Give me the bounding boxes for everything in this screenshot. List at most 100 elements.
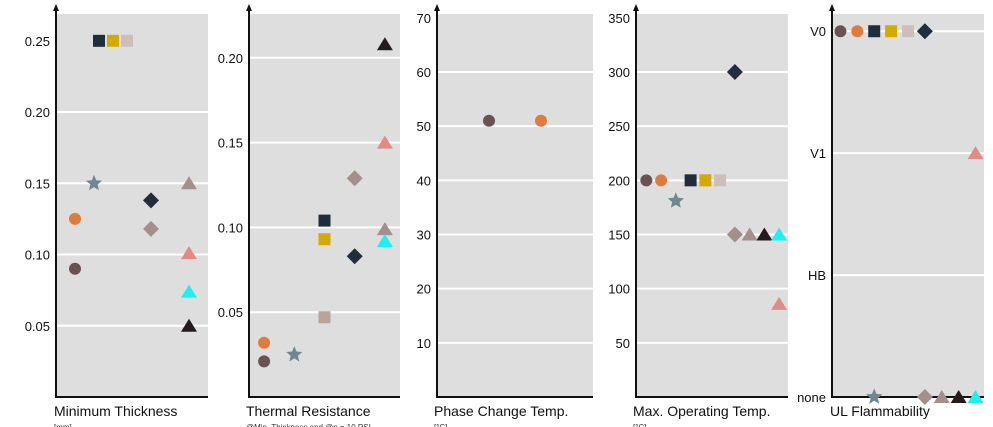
y-tick-label: 40 [417,173,431,188]
plot-background [636,14,788,397]
y-axis-arrow-icon [53,4,59,11]
data-point-diamond [726,226,743,243]
data-point-triangle [376,135,393,149]
x-axis-unit: @Min. Thickness and @p = 10 PSI [246,423,371,427]
data-point-square [714,174,727,187]
plot-background [832,14,984,397]
data-point-triangle [967,146,984,160]
data-point-triangle [376,222,393,236]
data-point-triangle [376,233,393,247]
y-axis-arrow-icon [246,4,252,11]
data-point-circle [258,336,271,349]
y-tick-label: 0.10 [25,248,50,263]
data-point-triangle [181,318,197,332]
data-point-diamond [346,248,363,265]
y-tick-label: 50 [616,336,630,351]
x-axis-label: Max. Operating Temp. [633,403,770,419]
data-point-triangle [741,227,758,241]
y-tick-label: 20 [417,282,431,297]
data-point-diamond [143,192,159,209]
y-tick-label: 0.25 [25,34,50,49]
data-point-triangle [771,296,788,310]
data-point-circle [258,355,271,368]
data-point-square [868,25,881,38]
data-point-circle [69,262,81,275]
y-tick-label: 300 [608,65,630,80]
data-point-triangle [967,390,984,403]
y-tick-label: 150 [608,227,630,242]
data-point-star [866,388,883,404]
data-point-diamond [346,170,363,187]
y-tick-label: 100 [608,282,630,297]
data-point-circle [655,174,668,187]
y-tick-label: 200 [608,173,630,188]
y-tick-label: 0.10 [218,220,243,235]
data-point-triangle [376,37,393,51]
y-tick-label: 0.05 [218,305,243,320]
data-point-triangle [181,176,197,190]
y-tick-label: V0 [810,24,826,39]
data-point-diamond [726,63,743,80]
y-tick-label: 350 [608,11,630,26]
data-point-circle [483,114,495,127]
chart-panel-1: 0.05 0.10 0.15 0.20 0.25 Minimum Thickness [mm… [25,4,208,427]
x-axis-label: Phase Change Temp. [434,403,568,419]
data-point-diamond [916,389,933,405]
data-point-square [318,233,331,246]
y-tick-label: 10 [417,336,431,351]
data-point-triangle [933,390,950,403]
x-axis-label: Minimum Thickness [54,403,177,419]
data-point-square [93,34,105,47]
plot-background [249,14,400,397]
x-axis-unit: [mm] [54,423,72,427]
y-tick-label: 30 [417,227,431,242]
x-axis-label: UL Flammability [830,403,930,419]
data-point-square [318,214,331,227]
y-tick-label: 0.20 [218,51,243,66]
data-point-square [107,34,119,47]
data-point-triangle [181,246,197,260]
y-tick-label: 50 [417,119,431,134]
y-tick-label: V1 [810,146,826,161]
y-tick-label: 0.15 [25,176,50,191]
data-point-triangle [756,227,773,241]
data-point-square [902,25,914,38]
x-axis-unit: [°C] [633,423,646,427]
data-point-triangle [950,390,967,403]
data-point-square [699,174,712,187]
chart-panel-4: 50 100 150 200 250 300 350 Max. Operating Temp.… [608,4,788,427]
data-point-circle [640,174,653,187]
y-axis-arrow-icon [829,4,835,11]
data-point-star [667,192,684,208]
data-point-square [885,25,898,38]
data-point-square [318,311,331,324]
y-tick-label: 0.15 [218,136,243,151]
x-axis-unit: [°C] [434,423,447,427]
x-axis-label: Thermal Resistance [246,403,371,419]
y-axis-arrow-icon [434,4,440,11]
y-tick-label: 0.05 [25,319,50,334]
chart-panel-3: 10 20 30 40 50 60 70 Phase Change Temp. [°C] [417,4,593,427]
data-point-circle [535,114,547,127]
data-point-circle [69,212,81,225]
y-tick-label: 0.20 [25,105,50,120]
y-tick-label: 70 [417,11,431,26]
chart-panel-5: none HB V1 V0 UL Flammability [797,4,984,419]
chart-panel-2: 0.05 0.10 0.15 0.20 Thermal Resistance @Min. … [218,4,400,427]
y-tick-label: 60 [417,65,431,80]
y-axis-arrow-icon [633,4,639,11]
plot-background [437,14,593,397]
data-point-triangle [181,284,197,298]
data-point-circle [851,25,864,38]
y-tick-label: 250 [608,119,630,134]
data-point-diamond [143,220,159,237]
data-point-diamond [916,23,933,40]
data-point-circle [834,25,847,38]
data-point-square [684,174,697,187]
y-tick-label: HB [808,268,826,283]
plot-background [56,14,208,397]
data-point-star [85,174,103,191]
data-point-triangle [771,227,788,241]
y-tick-label: none [797,390,826,405]
